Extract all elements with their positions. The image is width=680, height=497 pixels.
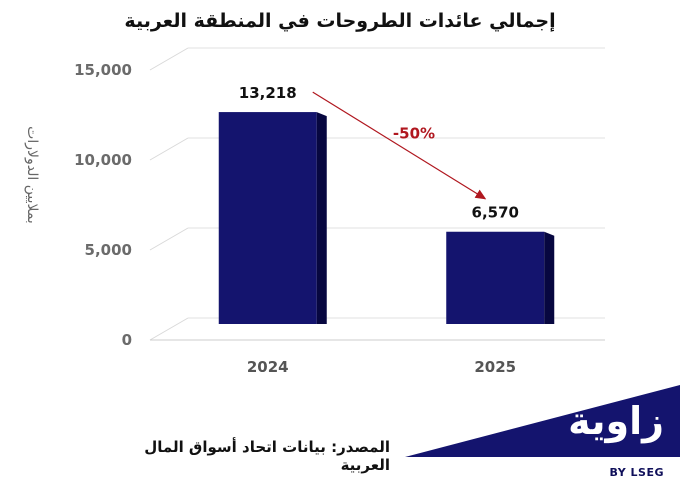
value-label: 6,570 bbox=[472, 204, 519, 222]
brand-logo-text: زاوية bbox=[568, 399, 664, 443]
y-axis-ticks: 0 5,000 10,000 15,000 bbox=[74, 61, 132, 349]
x-tick-label: 2024 bbox=[247, 358, 289, 376]
x-axis-ticks: 2024 2025 bbox=[247, 358, 516, 376]
y-tick-label: 0 bbox=[122, 331, 132, 349]
y-tick-label: 5,000 bbox=[85, 241, 132, 259]
y-axis-label: بملايين الدولارات bbox=[24, 126, 40, 224]
change-label: -50% bbox=[393, 124, 435, 142]
brand-shape bbox=[405, 385, 680, 457]
y-tick-label: 15,000 bbox=[74, 61, 132, 79]
x-tick-label: 2025 bbox=[474, 358, 516, 376]
bar-side-2025 bbox=[544, 231, 555, 324]
grid-lines bbox=[149, 47, 605, 341]
brand-byline: BY LSEG bbox=[609, 466, 664, 479]
source-note: المصدر: بيانات اتحاد أسواق المال العربية bbox=[144, 438, 390, 474]
bar-2025 bbox=[446, 231, 545, 324]
change-arrow bbox=[312, 91, 487, 200]
grid-line-depth bbox=[149, 227, 189, 251]
grid-line-depth bbox=[149, 317, 189, 341]
bar-2024 bbox=[218, 112, 317, 325]
value-label: 13,218 bbox=[239, 84, 297, 102]
bars bbox=[218, 112, 555, 325]
bar-side-2024 bbox=[316, 112, 327, 325]
grid-line-depth bbox=[149, 47, 189, 71]
change-annotation: -50% bbox=[312, 91, 487, 200]
y-tick-label: 10,000 bbox=[74, 151, 132, 169]
value-labels: 13,218 6,570 bbox=[239, 84, 519, 222]
chart-title: إجمالي عائدات الطروحات في المنطقة العربي… bbox=[124, 10, 556, 32]
brand-banner bbox=[405, 385, 680, 457]
grid-line-depth bbox=[149, 137, 189, 161]
